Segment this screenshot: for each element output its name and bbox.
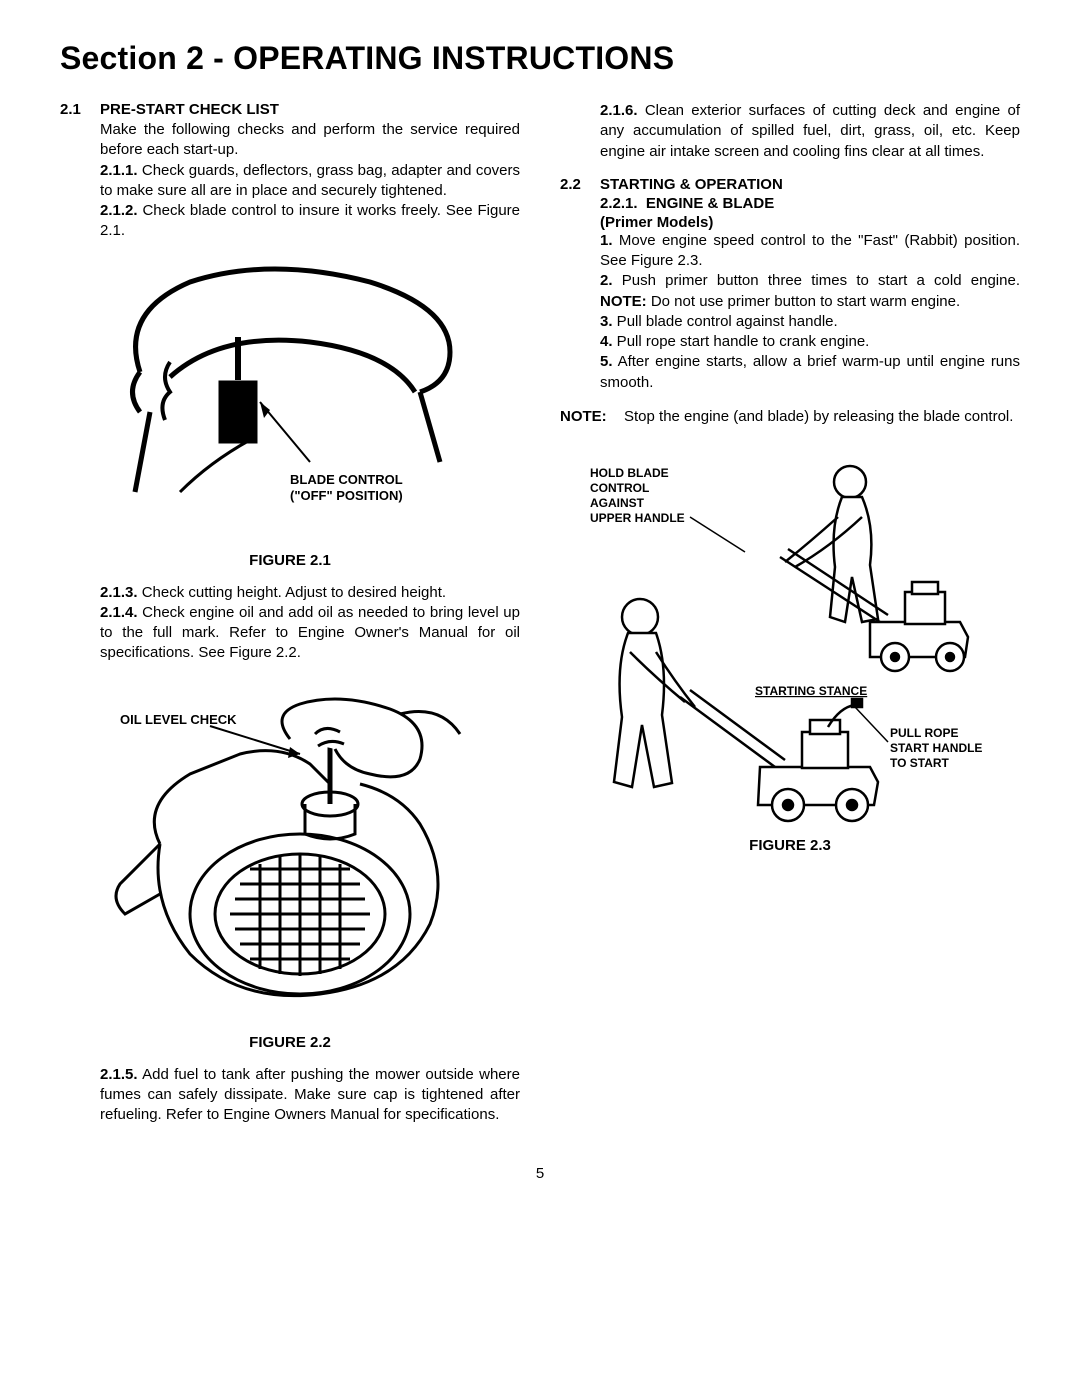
figure-2-1-svg: BLADE CONTROL ("OFF" POSITION) [110, 262, 470, 542]
step-1: 1. Move engine speed control to the "Fas… [600, 231, 1020, 272]
step-num: 1. [600, 232, 613, 249]
step-text: Move engine speed control to the "Fast" … [600, 232, 1020, 269]
step-3: 3. Pull blade control against handle. [600, 312, 1020, 332]
step-text: Pull rope start handle to crank engine. [613, 333, 870, 350]
fig23-l3a: PULL ROPE [890, 726, 958, 740]
step-text-a: Push primer button three times to start … [613, 272, 1020, 289]
inline-note: NOTE: [600, 293, 647, 310]
figure-2-1-caption: FIGURE 2.1 [60, 552, 520, 569]
figure-2-1: BLADE CONTROL ("OFF" POSITION) FIGURE 2.… [60, 262, 520, 569]
step-text-b: Do not use primer button to start warm e… [647, 293, 960, 310]
item-num: 2.1.1. [100, 162, 138, 179]
step-text: Pull blade control against handle. [613, 313, 838, 330]
page-title: Section 2 - OPERATING INSTRUCTIONS [60, 40, 1020, 77]
section-num: 2.1 [60, 101, 88, 118]
section-title: PRE-START CHECK LIST [100, 101, 279, 118]
section-2-1-head: 2.1 PRE-START CHECK LIST [60, 101, 520, 118]
fig21-label2: ("OFF" POSITION) [290, 488, 403, 503]
item-num: 2.1.2. [100, 202, 138, 219]
section-num: 2.2 [560, 176, 588, 193]
item-text: Check engine oil and add oil as needed t… [100, 604, 520, 662]
item-num: 2.1.4. [100, 604, 138, 621]
page-number: 5 [60, 1165, 1020, 1182]
left-column: 2.1 PRE-START CHECK LIST Make the follow… [60, 101, 520, 1125]
figure-2-3-svg: HOLD BLADE CONTROL AGAINST UPPER HANDLE … [570, 447, 1010, 827]
step-num: 4. [600, 333, 613, 350]
fig22-label: OIL LEVEL CHECK [120, 712, 237, 727]
fig23-l1a: HOLD BLADE [590, 466, 669, 480]
fig23-l1b: CONTROL [590, 481, 649, 495]
item-214: 2.1.4. Check engine oil and add oil as n… [100, 603, 520, 664]
item-216: 2.1.6. Clean exterior surfaces of cuttin… [600, 101, 1020, 162]
item-215: 2.1.5. Add fuel to tank after pushing th… [100, 1065, 520, 1126]
item-num: 2.1.3. [100, 584, 138, 601]
step-num: 3. [600, 313, 613, 330]
item-text: Clean exterior surfaces of cutting deck … [600, 102, 1020, 160]
sub-221-head: 2.2.1. ENGINE & BLADE [600, 195, 1020, 212]
content-columns: 2.1 PRE-START CHECK LIST Make the follow… [60, 101, 1020, 1125]
fig23-l2: STARTING STANCE [755, 684, 867, 698]
fig23-l1d: UPPER HANDLE [590, 511, 685, 525]
step-5: 5. After engine starts, allow a brief wa… [600, 352, 1020, 393]
item-num: 2.1.5. [100, 1066, 138, 1083]
step-4: 4. Pull rope start handle to crank engin… [600, 332, 1020, 352]
right-column: 2.1.6. Clean exterior surfaces of cuttin… [560, 101, 1020, 1125]
figure-2-2-caption: FIGURE 2.2 [60, 1034, 520, 1051]
sub-221-paren: (Primer Models) [600, 214, 1020, 231]
sub-title: ENGINE & BLADE [646, 195, 774, 212]
fig23-l1c: AGAINST [590, 496, 645, 510]
item-text: Check guards, deflectors, grass bag, ada… [100, 162, 520, 199]
note-block: NOTE: Stop the engine (and blade) by rel… [560, 407, 1020, 427]
note-text: Stop the engine (and blade) by releasing… [624, 407, 1020, 427]
section-2-2-head: 2.2 STARTING & OPERATION [560, 176, 1020, 193]
figure-2-2-svg: OIL LEVEL CHECK [100, 684, 480, 1024]
figure-2-3: HOLD BLADE CONTROL AGAINST UPPER HANDLE … [560, 447, 1020, 854]
fig23-l3b: START HANDLE [890, 741, 982, 755]
sub-num: 2.2.1. [600, 195, 638, 212]
item-num: 2.1.6. [600, 102, 638, 119]
figure-2-3-caption: FIGURE 2.3 [560, 837, 1020, 854]
figure-2-2: OIL LEVEL CHECK FIGURE 2.2 [60, 684, 520, 1051]
item-213: 2.1.3. Check cutting height. Adjust to d… [100, 583, 520, 603]
item-text: Check cutting height. Adjust to desired … [138, 584, 447, 601]
item-211: 2.1.1. Check guards, deflectors, grass b… [100, 161, 520, 202]
note-label: NOTE: [560, 407, 616, 427]
step-2: 2. Push primer button three times to sta… [600, 271, 1020, 312]
fig23-l3c: TO START [890, 756, 950, 770]
item-text: Check blade control to insure it works f… [100, 202, 520, 239]
step-text: After engine starts, allow a brief warm-… [600, 353, 1020, 390]
sec21-intro: Make the following checks and perform th… [100, 120, 520, 161]
fig21-label1: BLADE CONTROL [290, 472, 403, 487]
section-title: STARTING & OPERATION [600, 176, 783, 193]
item-212: 2.1.2. Check blade control to insure it … [100, 201, 520, 242]
step-num: 2. [600, 272, 613, 289]
item-text: Add fuel to tank after pushing the mower… [100, 1066, 520, 1124]
step-num: 5. [600, 353, 613, 370]
